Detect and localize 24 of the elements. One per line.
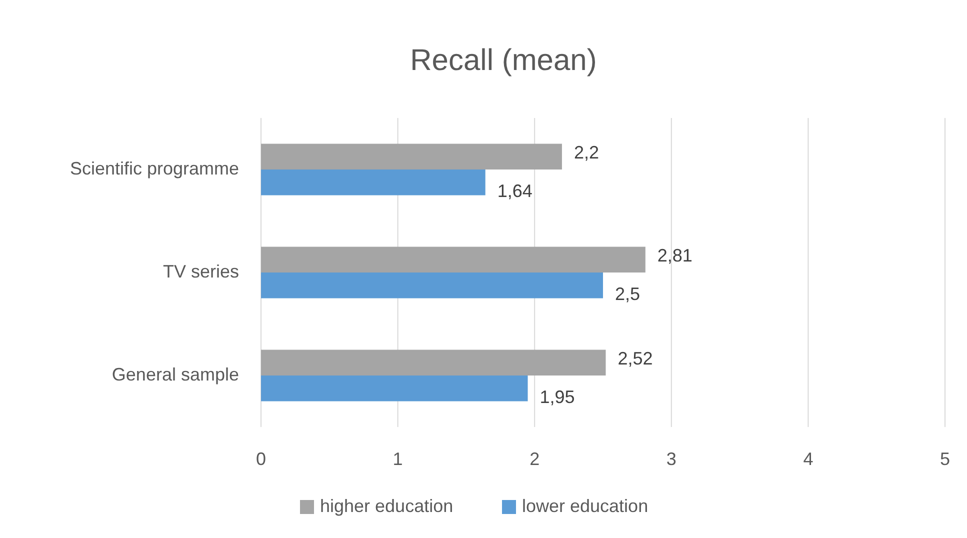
bar [261, 170, 486, 196]
y-tick-label: Scientific programme [70, 158, 239, 178]
chart-title: Recall (mean) [410, 44, 597, 77]
legend-label: higher education [320, 496, 454, 516]
data-label: 2,2 [574, 142, 599, 162]
x-tick-label: 3 [666, 449, 676, 469]
data-label: 2,52 [618, 348, 653, 368]
x-tick-label: 4 [803, 449, 814, 469]
y-tick-label: General sample [112, 364, 239, 384]
data-label: 2,81 [657, 245, 692, 266]
data-label: 2,5 [615, 284, 640, 304]
x-tick-label: 0 [256, 449, 266, 469]
legend-label: lower education [522, 496, 648, 516]
y-tick-label: TV series [162, 261, 239, 282]
bar [261, 246, 646, 272]
bar [261, 144, 562, 170]
data-label: 1,95 [540, 387, 575, 408]
bar [261, 272, 603, 298]
bar [261, 376, 528, 402]
x-tick-label: 1 [392, 449, 403, 469]
data-label: 1,64 [497, 181, 532, 202]
x-tick-label: 2 [530, 449, 540, 469]
bar [261, 350, 606, 376]
x-tick-label: 5 [940, 449, 950, 469]
